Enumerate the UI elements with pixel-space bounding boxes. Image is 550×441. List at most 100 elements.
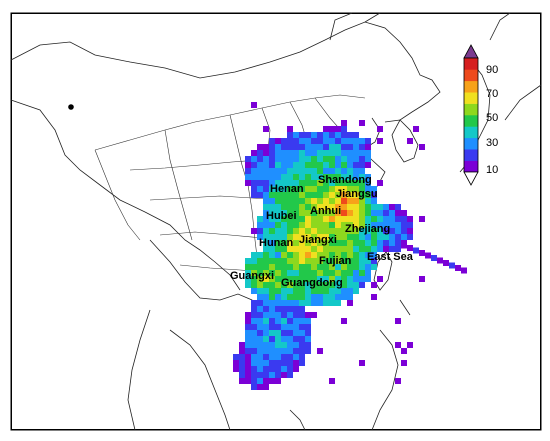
raster-cell bbox=[257, 366, 263, 372]
raster-cell bbox=[335, 234, 341, 240]
raster-cell bbox=[269, 186, 275, 192]
raster-cell bbox=[257, 282, 263, 288]
korea-coast bbox=[391, 119, 419, 163]
raster-cell bbox=[275, 372, 281, 378]
raster-cell bbox=[251, 264, 257, 270]
raster-cell bbox=[263, 354, 269, 360]
raster-cell bbox=[323, 300, 329, 306]
raster-cell bbox=[293, 252, 299, 258]
raster-cell bbox=[257, 312, 263, 318]
raster-cell bbox=[263, 378, 269, 384]
raster-cell bbox=[287, 150, 293, 156]
raster-cell bbox=[335, 126, 341, 132]
raster-cell bbox=[293, 318, 299, 324]
raster-cell bbox=[299, 204, 305, 210]
raster-cell bbox=[305, 234, 311, 240]
raster-cell bbox=[293, 306, 299, 312]
raster-cell bbox=[305, 348, 311, 354]
raster-cell bbox=[281, 216, 287, 222]
raster-cell bbox=[287, 330, 293, 336]
raster-cell bbox=[365, 222, 371, 228]
raster-cell bbox=[239, 378, 245, 384]
raster-cell bbox=[251, 330, 257, 336]
raster-cell bbox=[335, 246, 341, 252]
raster-cell bbox=[251, 168, 257, 174]
raster-cell bbox=[281, 138, 287, 144]
raster-cell bbox=[293, 366, 299, 372]
raster-cell bbox=[269, 162, 275, 168]
colorbar-segment bbox=[464, 115, 478, 127]
raster-cell bbox=[431, 255, 437, 261]
raster-cell bbox=[269, 192, 275, 198]
raster-cell bbox=[371, 204, 377, 210]
raster-cell bbox=[263, 288, 269, 294]
raster-cell bbox=[269, 354, 275, 360]
raster-cell bbox=[251, 270, 257, 276]
raster-cell bbox=[257, 354, 263, 360]
raster-cell bbox=[329, 132, 335, 138]
raster-cell bbox=[257, 174, 263, 180]
raster-cell bbox=[317, 132, 323, 138]
raster-cell bbox=[305, 288, 311, 294]
raster-cell bbox=[269, 150, 275, 156]
raster-cell bbox=[245, 270, 251, 276]
colorbar-segment bbox=[464, 149, 478, 161]
raster-cell bbox=[293, 258, 299, 264]
raster-cell bbox=[245, 348, 251, 354]
raster-cell bbox=[329, 156, 335, 162]
raster-cell bbox=[395, 378, 401, 384]
raster-cell bbox=[317, 192, 323, 198]
raster-cell bbox=[353, 204, 359, 210]
raster-cell bbox=[281, 174, 287, 180]
raster-cell bbox=[365, 162, 371, 168]
raster-cell bbox=[263, 300, 269, 306]
raster-cell bbox=[317, 138, 323, 144]
raster-cell bbox=[353, 138, 359, 144]
raster-cell bbox=[281, 168, 287, 174]
raster-cell bbox=[317, 258, 323, 264]
raster-cell bbox=[305, 240, 311, 246]
raster-cell bbox=[407, 138, 413, 144]
raster-cell bbox=[269, 306, 275, 312]
raster-cell bbox=[293, 138, 299, 144]
raster-cell bbox=[365, 156, 371, 162]
raster-cell bbox=[389, 246, 395, 252]
raster-cell bbox=[341, 186, 347, 192]
raster-cell bbox=[275, 168, 281, 174]
raster-cell bbox=[263, 234, 269, 240]
raster-cell bbox=[299, 306, 305, 312]
raster-cell bbox=[257, 150, 263, 156]
raster-cell bbox=[347, 228, 353, 234]
raster-cell bbox=[293, 360, 299, 366]
raster-cell bbox=[251, 384, 257, 390]
raster-cell bbox=[341, 222, 347, 228]
raster-cell bbox=[251, 156, 257, 162]
raster-cell bbox=[335, 216, 341, 222]
raster-cell bbox=[287, 258, 293, 264]
raster-cell bbox=[317, 204, 323, 210]
raster-cell bbox=[263, 282, 269, 288]
raster-cell bbox=[311, 186, 317, 192]
raster-cell bbox=[341, 282, 347, 288]
raster-cell bbox=[317, 180, 323, 186]
raster-cell bbox=[293, 180, 299, 186]
raster-cell bbox=[329, 264, 335, 270]
raster-cell bbox=[281, 180, 287, 186]
raster-cell bbox=[317, 348, 323, 354]
raster-cell bbox=[323, 126, 329, 132]
raster-cell bbox=[293, 300, 299, 306]
raster-cell bbox=[311, 180, 317, 186]
raster-cell bbox=[371, 216, 377, 222]
raster-cell bbox=[365, 264, 371, 270]
raster-cell bbox=[293, 294, 299, 300]
raster-cell bbox=[269, 138, 275, 144]
raster-cell bbox=[275, 252, 281, 258]
raster-cell bbox=[275, 210, 281, 216]
raster-cell bbox=[389, 234, 395, 240]
raster-cell bbox=[263, 162, 269, 168]
raster-cell bbox=[359, 120, 365, 126]
raster-cell bbox=[311, 138, 317, 144]
raster-cell bbox=[323, 156, 329, 162]
raster-cell bbox=[287, 180, 293, 186]
raster-cell bbox=[299, 342, 305, 348]
